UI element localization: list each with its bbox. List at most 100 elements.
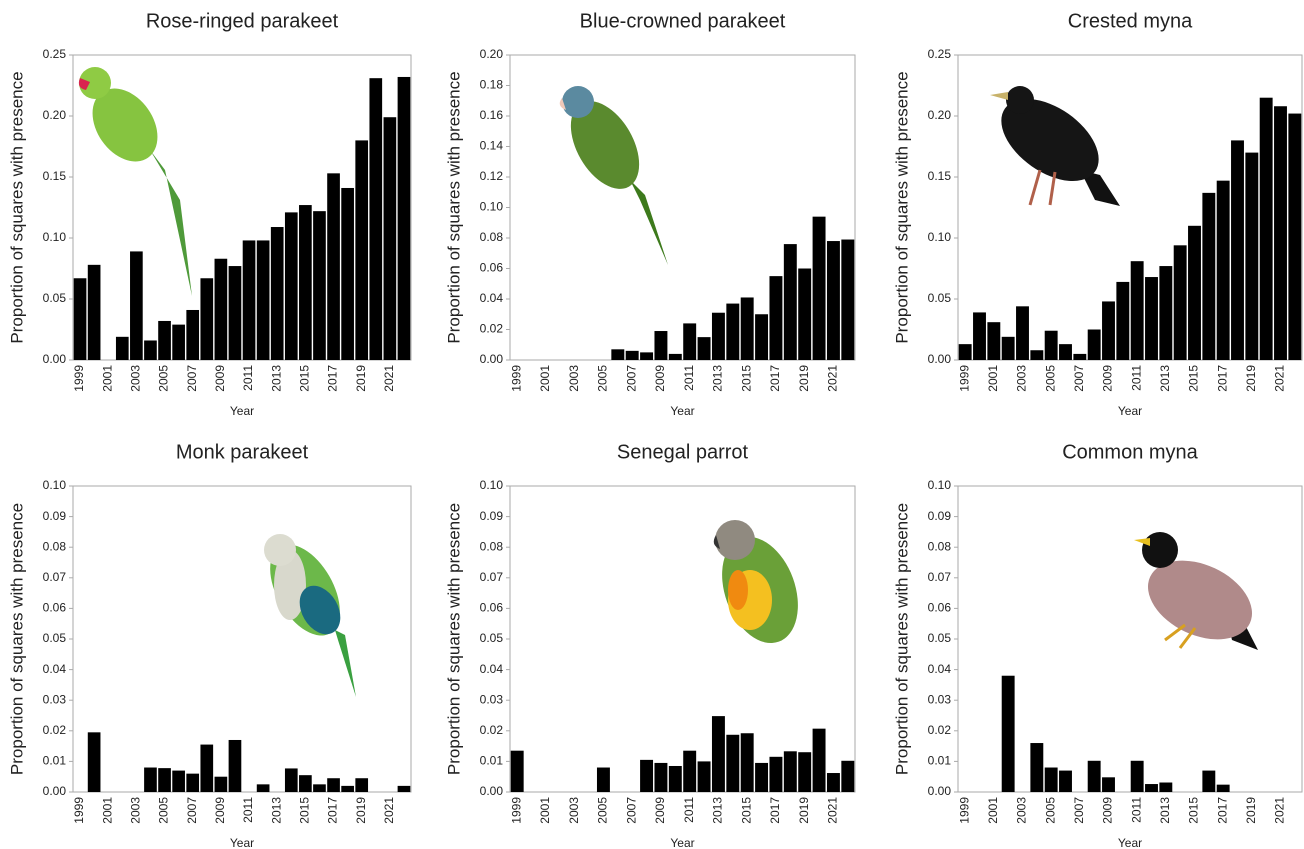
x-tick-label: 1999	[72, 797, 86, 824]
bar	[611, 349, 624, 360]
bar	[1002, 337, 1015, 360]
bar	[1045, 768, 1058, 792]
y-tick-label: 0.08	[928, 539, 952, 553]
bar	[158, 768, 171, 792]
x-tick-label: 2011	[682, 365, 696, 391]
x-tick-label: 2001	[100, 797, 114, 824]
x-tick-label: 2007	[185, 797, 199, 824]
bar	[640, 352, 653, 360]
y-tick-label: 0.15	[928, 169, 952, 183]
x-tick-label: 2013	[269, 365, 283, 392]
y-tick-label: 0.05	[43, 291, 67, 305]
y-axis-label: Proportion of squares with presence	[444, 71, 463, 343]
bar	[74, 278, 87, 360]
y-tick-label: 0.05	[928, 631, 952, 645]
bar	[1217, 181, 1230, 360]
bar	[669, 354, 682, 360]
chart-title: Blue-crowned parakeet	[580, 10, 786, 32]
x-tick-label: 2003	[567, 365, 581, 392]
y-tick-label: 0.04	[480, 662, 504, 676]
x-tick-label: 2013	[1158, 365, 1172, 392]
bar	[755, 314, 768, 360]
y-tick-label: 0.12	[480, 169, 504, 183]
bar	[669, 766, 682, 792]
y-tick-label: 0.25	[43, 47, 67, 61]
y-tick-label: 0.09	[928, 509, 952, 523]
plot-frame	[510, 486, 855, 792]
bar	[726, 735, 739, 792]
x-tick-label: 2009	[1101, 797, 1115, 824]
x-tick-label: 2017	[326, 797, 340, 824]
x-tick-label: 2021	[826, 365, 840, 392]
y-tick-label: 0.03	[480, 692, 504, 706]
x-tick-label: 2011	[682, 797, 696, 823]
x-axis-label: Year	[230, 404, 254, 418]
y-tick-label: 0.06	[480, 601, 504, 615]
bar	[384, 117, 397, 360]
bar	[299, 775, 312, 792]
x-tick-label: 2001	[986, 797, 1000, 824]
y-tick-label: 0.04	[928, 662, 952, 676]
bar	[1059, 344, 1072, 360]
bar	[741, 733, 754, 792]
y-tick-label: 0.00	[43, 784, 67, 798]
bar	[640, 760, 653, 792]
x-tick-label: 2019	[797, 365, 811, 392]
x-tick-label: 2015	[1187, 797, 1201, 824]
x-tick-label: 2013	[1158, 797, 1172, 824]
y-tick-label: 0.07	[480, 570, 504, 584]
bar	[959, 344, 972, 360]
y-tick-label: 0.10	[43, 230, 67, 244]
bird-illustration	[1134, 532, 1265, 655]
bar	[769, 276, 782, 360]
bar	[511, 751, 524, 792]
bar	[355, 778, 368, 792]
y-tick-label: 0.18	[480, 78, 504, 92]
bar	[798, 752, 811, 792]
bird-illustration	[708, 520, 811, 654]
bar	[398, 77, 411, 360]
chart-panel: Common mynaProportion of squares with pr…	[892, 441, 1302, 849]
y-tick-label: 0.08	[480, 230, 504, 244]
plot-frame	[73, 486, 411, 792]
y-tick-label: 0.02	[43, 723, 67, 737]
y-axis-label: Proportion of squares with presence	[892, 503, 911, 775]
x-tick-label: 2001	[538, 365, 552, 392]
x-tick-label: 2011	[1129, 365, 1143, 391]
bar	[285, 212, 298, 360]
y-tick-label: 0.00	[928, 352, 952, 366]
x-tick-label: 2019	[354, 365, 368, 392]
x-axis-label: Year	[230, 836, 254, 849]
y-tick-label: 0.02	[480, 322, 504, 336]
x-tick-label: 2001	[538, 797, 552, 824]
x-tick-label: 2019	[797, 797, 811, 824]
x-tick-label: 2009	[1101, 365, 1115, 392]
bar	[313, 211, 326, 360]
bar	[186, 310, 199, 360]
x-tick-label: 2019	[1244, 365, 1258, 392]
chart-panel: Monk parakeetProportion of squares with …	[7, 441, 411, 849]
y-tick-label: 0.10	[480, 478, 504, 492]
bar	[784, 244, 797, 360]
bar	[1088, 761, 1101, 792]
bar	[755, 763, 768, 792]
x-tick-label: 2017	[768, 797, 782, 824]
y-tick-label: 0.01	[480, 754, 504, 768]
bar	[813, 729, 826, 792]
bar	[186, 774, 199, 792]
x-axis-label: Year	[670, 404, 694, 418]
bar	[1116, 282, 1129, 360]
bar	[1174, 245, 1187, 360]
bar	[683, 751, 696, 792]
y-tick-label: 0.00	[480, 352, 504, 366]
bar	[1002, 676, 1015, 792]
bar	[144, 768, 157, 792]
y-axis-label: Proportion of squares with presence	[444, 503, 463, 775]
y-tick-label: 0.03	[928, 692, 952, 706]
y-tick-label: 0.09	[43, 509, 67, 523]
bar	[654, 331, 667, 360]
x-axis-label: Year	[670, 836, 694, 849]
x-tick-label: 2015	[298, 365, 312, 392]
y-tick-label: 0.14	[480, 139, 504, 153]
x-tick-label: 2007	[1072, 797, 1086, 824]
